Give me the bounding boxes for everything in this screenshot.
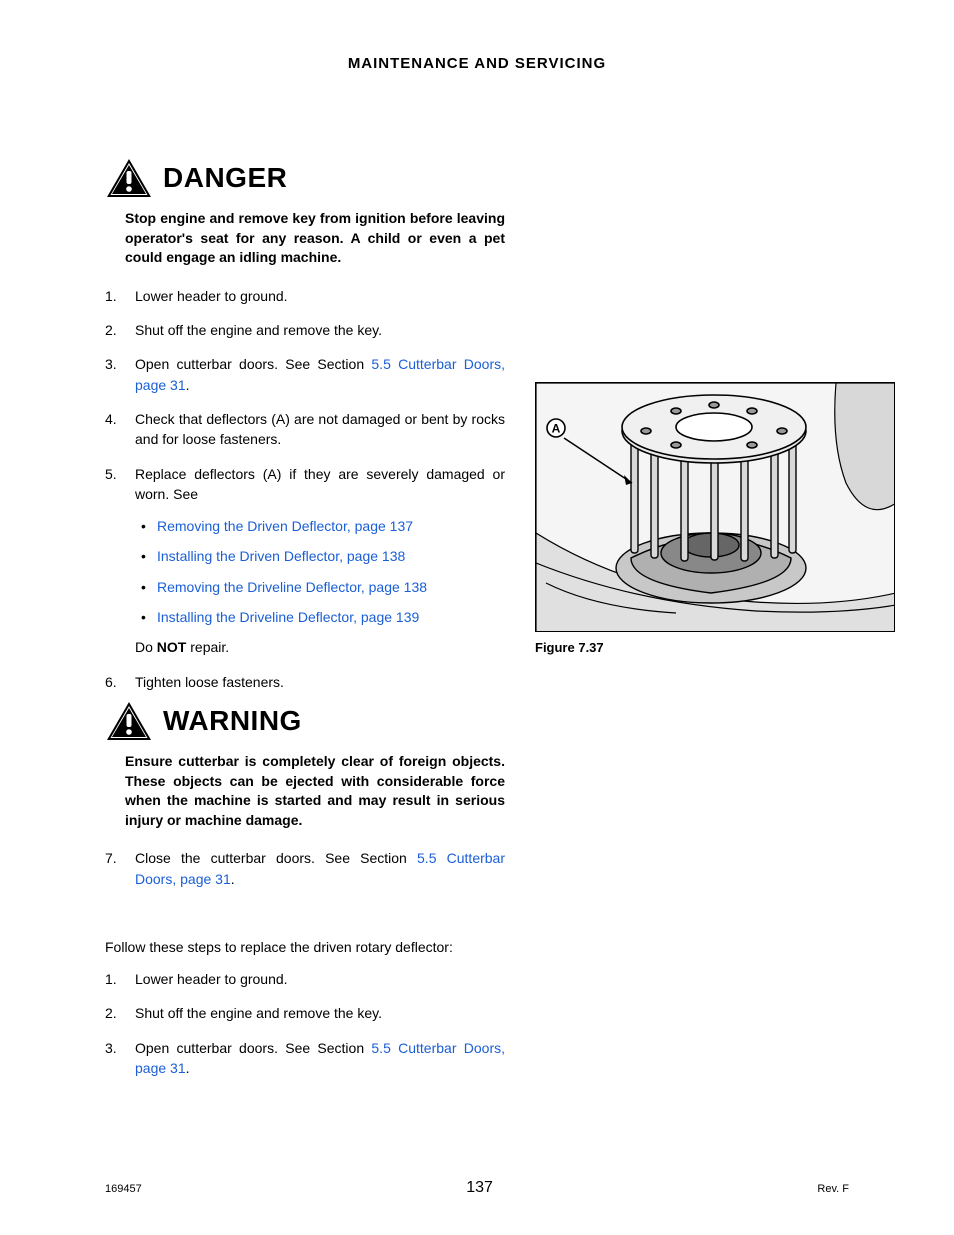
removing-driveline-link[interactable]: Removing the Driveline Deflector, page 1… bbox=[157, 579, 427, 595]
step-item: Replace deflectors (A) if they are sever… bbox=[105, 464, 505, 658]
text: Do bbox=[135, 639, 157, 655]
step-item: Shut off the engine and remove the key. bbox=[105, 1003, 505, 1023]
no-repair-text: Do NOT repair. bbox=[135, 637, 505, 657]
bullet-list: Removing the Driven Deflector, page 137 … bbox=[135, 516, 505, 627]
danger-block: DANGER bbox=[105, 157, 505, 199]
right-column: A Figure 7.37 bbox=[535, 157, 895, 1092]
step-text: . bbox=[231, 871, 235, 887]
steps-list-1: Lower header to ground. Shut off the eng… bbox=[105, 286, 505, 692]
step-text: . bbox=[186, 1060, 190, 1076]
page-header: MAINTENANCE AND SERVICING bbox=[105, 55, 849, 72]
step-text: Open cutterbar doors. See Section bbox=[135, 1040, 371, 1056]
danger-label: DANGER bbox=[163, 162, 287, 194]
intro-text: Follow these steps to replace the driven… bbox=[105, 939, 505, 955]
step-item: Open cutterbar doors. See Section 5.5 Cu… bbox=[105, 1038, 505, 1079]
installing-driven-link[interactable]: Installing the Driven Deflector, page 13… bbox=[157, 548, 405, 564]
warning-label: WARNING bbox=[163, 705, 302, 737]
warning-block: WARNING bbox=[105, 700, 505, 742]
danger-text: Stop engine and remove key from ignition… bbox=[125, 209, 505, 268]
step-text: Close the cutterbar doors. See Section bbox=[135, 850, 417, 866]
removing-driven-link[interactable]: Removing the Driven Deflector, page 137 bbox=[157, 518, 413, 534]
warning-triangle-icon bbox=[105, 700, 153, 742]
page-footer: 169457 137 Rev. F bbox=[105, 1179, 849, 1197]
steps-list-1b: Close the cutterbar doors. See Section 5… bbox=[105, 848, 505, 889]
revision: Rev. F bbox=[817, 1183, 849, 1195]
installing-driveline-link[interactable]: Installing the Driveline Deflector, page… bbox=[157, 609, 419, 625]
figure-caption: Figure 7.37 bbox=[535, 640, 895, 655]
steps-list-2: Lower header to ground. Shut off the eng… bbox=[105, 969, 505, 1078]
bullet-item: Installing the Driven Deflector, page 13… bbox=[135, 546, 505, 566]
warning-triangle-icon bbox=[105, 157, 153, 199]
step-item: Lower header to ground. bbox=[105, 286, 505, 306]
step-item: Open cutterbar doors. See Section 5.5 Cu… bbox=[105, 354, 505, 395]
bullet-item: Installing the Driveline Deflector, page… bbox=[135, 607, 505, 627]
step-item: Lower header to ground. bbox=[105, 969, 505, 989]
bullet-item: Removing the Driveline Deflector, page 1… bbox=[135, 577, 505, 597]
doc-number: 169457 bbox=[105, 1183, 142, 1195]
callout-a-icon: A bbox=[546, 418, 566, 438]
step-item: Shut off the engine and remove the key. bbox=[105, 320, 505, 340]
step-text: Replace deflectors (A) if they are sever… bbox=[135, 466, 505, 502]
content-columns: DANGER Stop engine and remove key from i… bbox=[105, 157, 849, 1092]
svg-text:A: A bbox=[552, 422, 561, 436]
step-item: Close the cutterbar doors. See Section 5… bbox=[105, 848, 505, 889]
step-item: Tighten loose fasteners. bbox=[105, 672, 505, 692]
step-text: Open cutterbar doors. See Section bbox=[135, 356, 371, 372]
bullet-item: Removing the Driven Deflector, page 137 bbox=[135, 516, 505, 536]
step-text: . bbox=[186, 377, 190, 393]
left-column: DANGER Stop engine and remove key from i… bbox=[105, 157, 505, 1092]
step-item: Check that deflectors (A) are not damage… bbox=[105, 409, 505, 450]
figure-illustration: A bbox=[535, 382, 895, 632]
page-number: 137 bbox=[466, 1179, 493, 1197]
warning-text: Ensure cutterbar is completely clear of … bbox=[125, 752, 505, 830]
text: repair. bbox=[186, 639, 229, 655]
not-bold: NOT bbox=[157, 639, 187, 655]
